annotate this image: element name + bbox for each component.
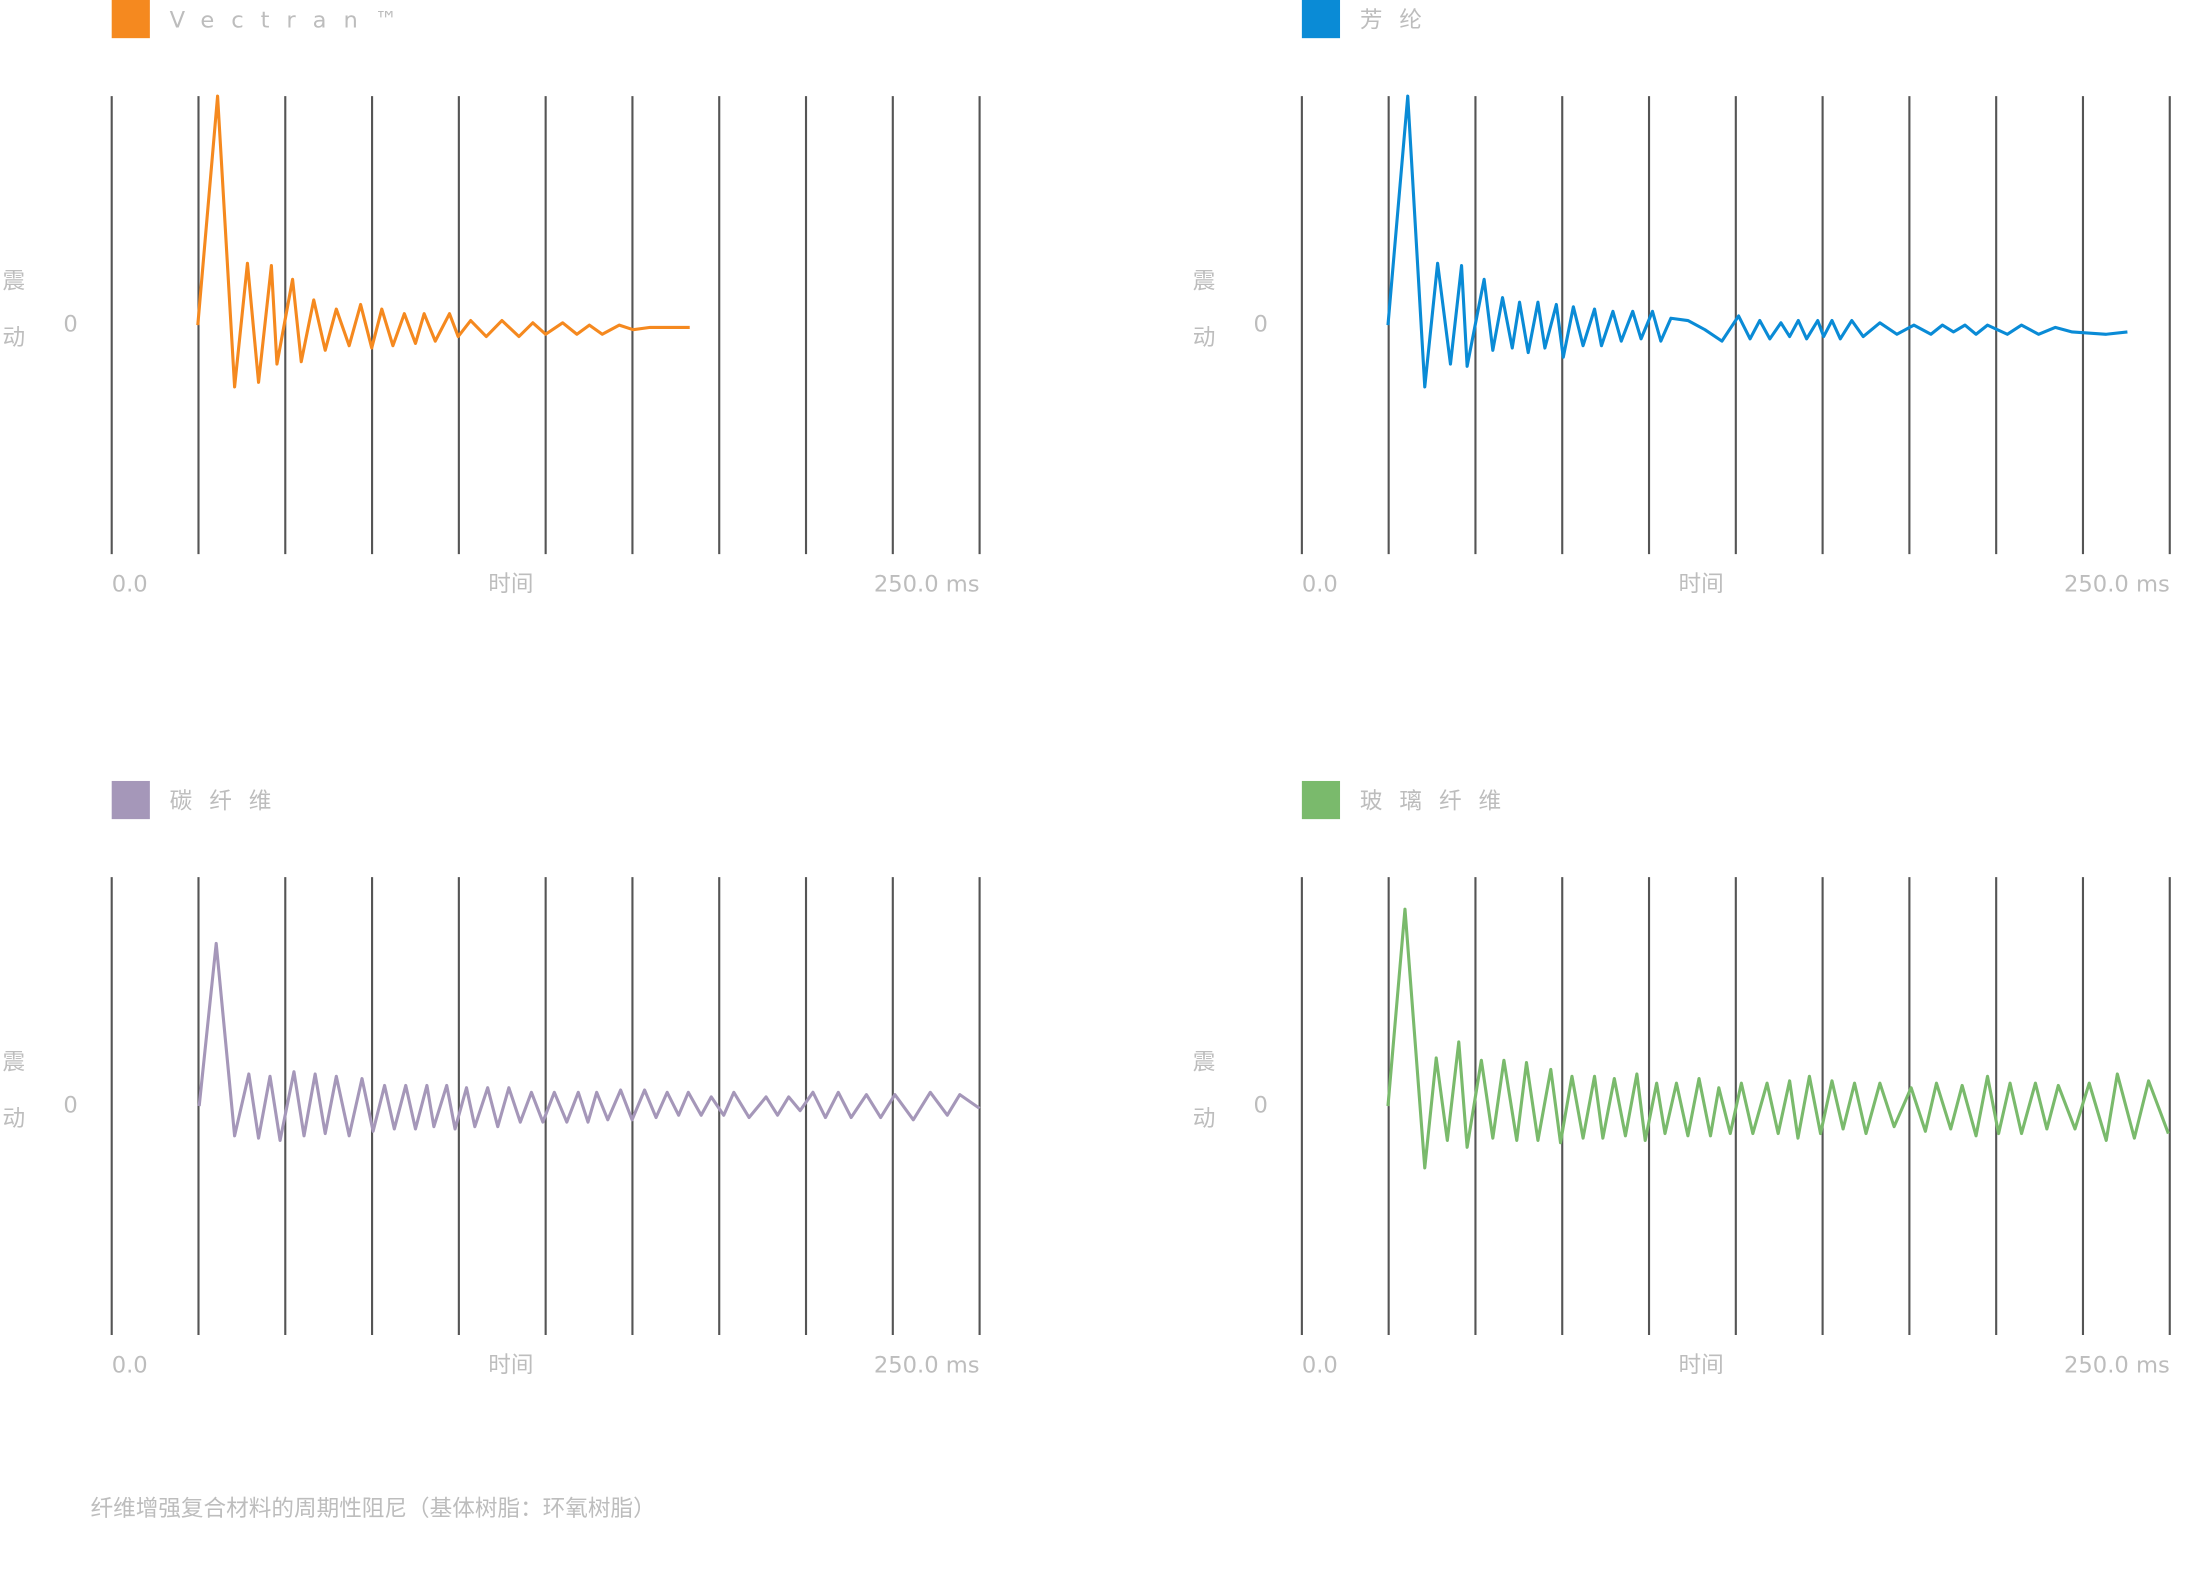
legend-swatch [1301, 0, 1341, 39]
legend-label: Vectran™ [170, 8, 415, 34]
x-tick-label: 0.0 [112, 572, 148, 598]
x-tick-label: 0.0 [112, 1353, 148, 1379]
x-tick-label: 250.0 ms [2064, 572, 2170, 598]
x-tick-label: 0.0 [1302, 572, 1338, 598]
y-tick-label: 0 [63, 1093, 77, 1119]
x-axis-label: 时间 [488, 1353, 533, 1379]
y-tick-label: 0 [63, 312, 77, 338]
x-tick-label: 0.0 [1302, 1353, 1338, 1379]
x-tick-label: 250.0 ms [874, 1353, 980, 1379]
x-axis-label: 时间 [1678, 572, 1723, 598]
caption: 纤维增强复合材料的周期性阻尼（基体树脂：环氧树脂） [91, 1496, 656, 1522]
legend-swatch [1301, 780, 1341, 820]
y-axis-label: 震动 [1189, 1050, 1215, 1163]
y-axis-label: 震动 [0, 269, 25, 382]
x-tick-label: 250.0 ms [2064, 1353, 2170, 1379]
x-axis-label: 时间 [488, 572, 533, 598]
legend-swatch [111, 0, 150, 39]
data-line [196, 94, 690, 389]
legend-label: 碳纤维 [170, 789, 289, 815]
data-line [197, 941, 981, 1142]
y-tick-label: 0 [1254, 312, 1268, 338]
legend-label: 玻璃纤维 [1360, 789, 1518, 815]
data-line [1386, 907, 2170, 1170]
legend-swatch [111, 780, 150, 820]
y-tick-label: 0 [1254, 1093, 1268, 1119]
x-axis-label: 时间 [1678, 1353, 1723, 1379]
y-axis-label: 震动 [0, 1050, 25, 1163]
x-tick-label: 250.0 ms [874, 572, 980, 598]
data-line [1386, 94, 2128, 389]
y-axis-label: 震动 [1189, 269, 1215, 382]
legend-label: 芳纶 [1360, 8, 1439, 34]
